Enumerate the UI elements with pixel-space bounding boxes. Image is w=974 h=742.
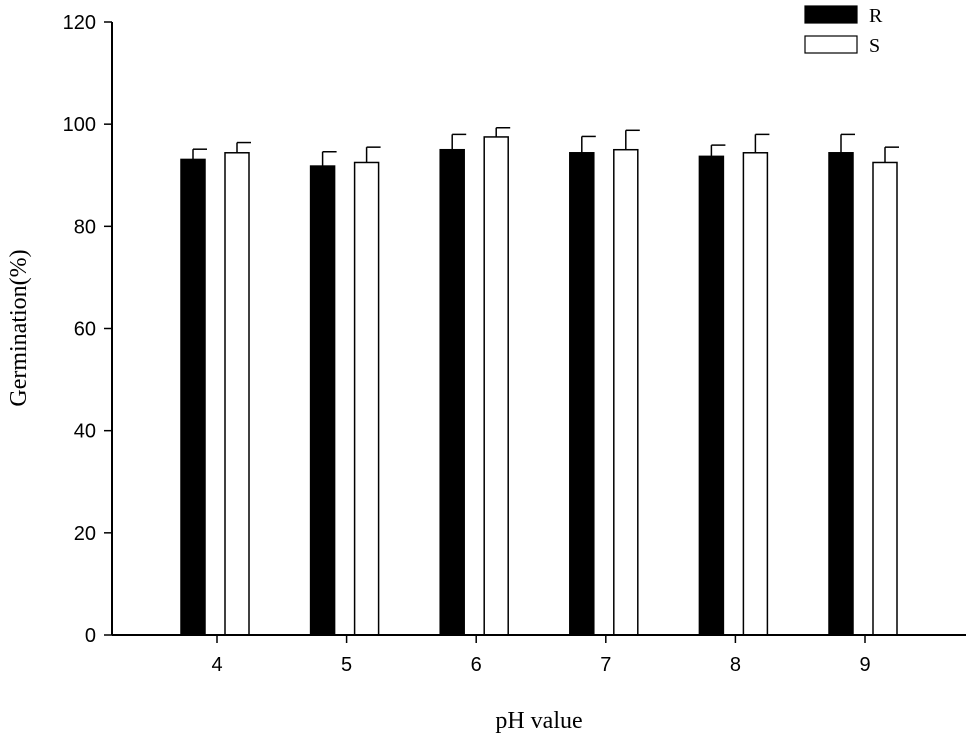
y-tick-label: 60 xyxy=(74,319,96,341)
legend-swatch-R xyxy=(804,5,858,24)
bar-R-9 xyxy=(828,152,854,636)
legend-label-R: R xyxy=(869,5,883,27)
bar-R-7 xyxy=(569,152,595,636)
legend-label-S: S xyxy=(869,35,880,57)
x-tick-label: 6 xyxy=(471,654,482,676)
x-tick-label: 9 xyxy=(859,654,870,676)
y-axis-title: Germination(%) xyxy=(6,249,32,406)
x-axis-ticks: 4 5 6 7 8 9 xyxy=(211,635,871,676)
y-tick-label: 80 xyxy=(74,216,96,238)
bar-R-5 xyxy=(309,165,336,636)
x-axis-title: pH value xyxy=(495,708,582,734)
plot-area xyxy=(180,126,899,636)
x-tick-label: 5 xyxy=(341,654,352,676)
bar-S-5 xyxy=(353,161,380,636)
y-tick-label: 40 xyxy=(74,421,96,443)
bar-R-8 xyxy=(698,155,725,636)
legend: RS xyxy=(804,5,883,57)
bar-S-9 xyxy=(872,161,898,636)
bar-R-4 xyxy=(180,158,206,636)
y-axis-ticks: 0 20 40 60 80 100 120 xyxy=(63,12,112,647)
bar-R-6 xyxy=(439,148,465,636)
bar-S-4 xyxy=(224,152,250,636)
y-tick-label: 20 xyxy=(74,523,96,545)
bar-S-8 xyxy=(742,152,769,636)
y-tick-label: 0 xyxy=(85,625,96,647)
x-tick-label: 7 xyxy=(600,654,611,676)
y-tick-label: 120 xyxy=(63,12,96,34)
legend-swatch-S xyxy=(804,35,858,54)
x-tick-label: 8 xyxy=(730,654,741,676)
y-tick-label: 100 xyxy=(63,114,96,136)
bar-S-6 xyxy=(483,136,509,636)
x-tick-label: 4 xyxy=(211,654,222,676)
bar-S-7 xyxy=(613,148,639,636)
